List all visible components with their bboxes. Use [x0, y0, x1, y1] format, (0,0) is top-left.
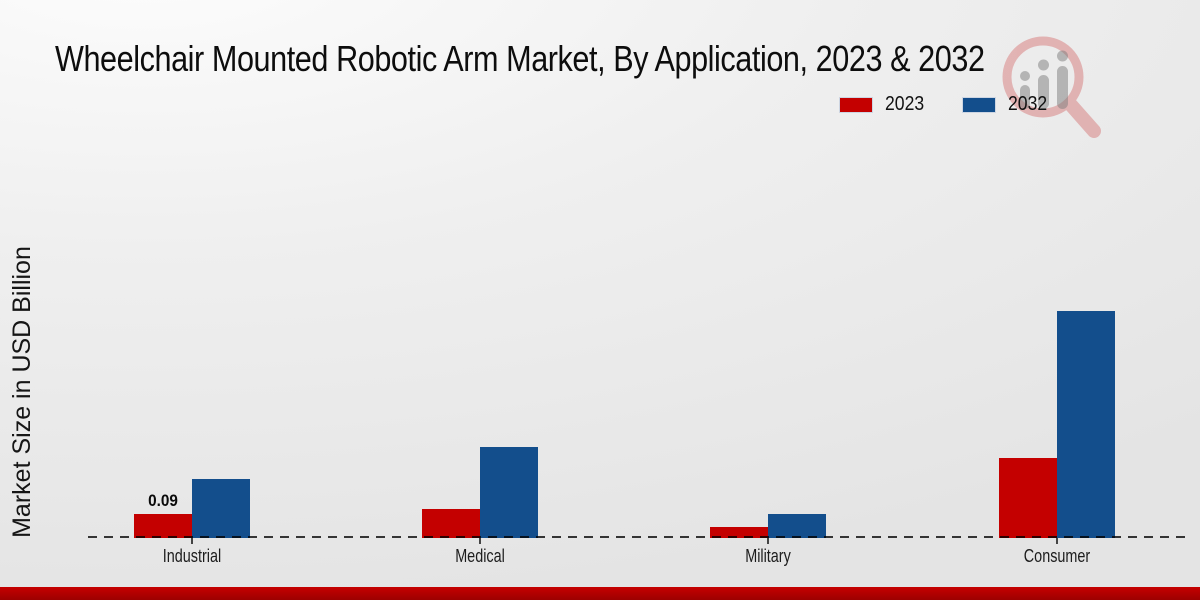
- legend-swatch-2023: [839, 96, 873, 113]
- category-label-consumer: Consumer: [1023, 546, 1091, 566]
- bar-2032-consumer: [1057, 311, 1115, 538]
- data-label-industrial-2023: 0.09: [148, 491, 178, 510]
- bar-2032-military: [768, 514, 826, 538]
- chart-title: Wheelchair Mounted Robotic Arm Market, B…: [55, 38, 985, 79]
- category-label-industrial: Industrial: [162, 546, 222, 566]
- bar-2023-consumer: [999, 458, 1057, 538]
- legend-item-2032: 2032: [961, 93, 1053, 116]
- bar-2023-medical: [422, 509, 480, 538]
- legend: 2023 2032: [839, 93, 1052, 116]
- footer-accent-bar: [0, 587, 1200, 600]
- legend-swatch-2032: [961, 96, 996, 113]
- zero-axis-dashed-line: [88, 536, 1192, 538]
- magnifier-icon: [1002, 36, 1101, 138]
- watermark-logo: [1002, 36, 1101, 138]
- bar-2023-industrial: [134, 514, 192, 538]
- bar-2032-industrial: [192, 479, 250, 538]
- x-axis-tick: [767, 538, 769, 544]
- legend-item-2023: 2023: [839, 93, 930, 116]
- x-axis-tick: [191, 538, 193, 544]
- bar-2023-military: [710, 527, 768, 538]
- growth-bars-icon: [1020, 50, 1068, 109]
- x-axis-tick: [1056, 538, 1058, 544]
- category-label-medical: Medical: [455, 546, 505, 566]
- legend-label-2032: 2032: [1007, 93, 1047, 115]
- bar-2032-medical: [480, 447, 538, 538]
- x-axis-tick: [479, 538, 481, 544]
- category-label-military: Military: [745, 546, 791, 566]
- legend-label-2023: 2023: [885, 93, 925, 115]
